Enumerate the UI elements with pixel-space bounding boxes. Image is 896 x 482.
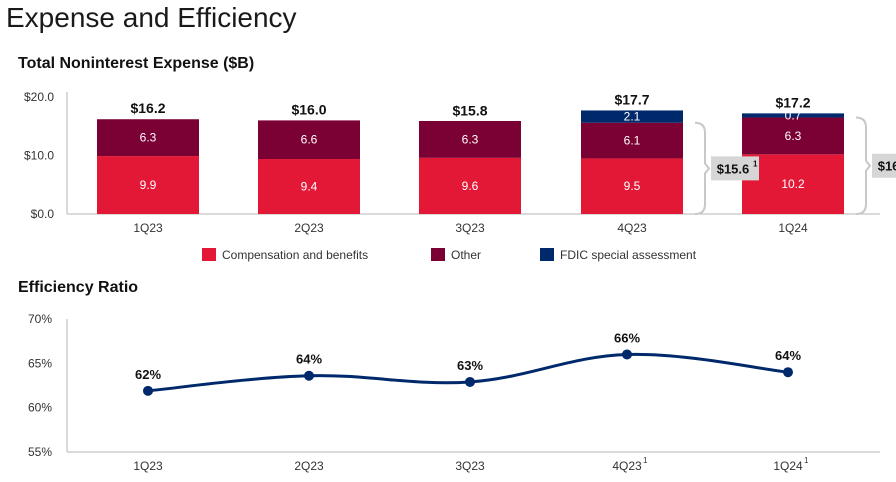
y-tick-label: $10.0 bbox=[24, 149, 54, 163]
bar-segment bbox=[419, 157, 521, 214]
bar-value-label: 6.3 bbox=[785, 129, 802, 143]
x-tick-label: 3Q23 bbox=[455, 221, 485, 235]
bar-total-label: $16.0 bbox=[291, 101, 326, 117]
efficiency-point bbox=[465, 376, 475, 387]
x-tick-label: 1Q23 bbox=[133, 459, 163, 473]
bar-segment bbox=[258, 159, 360, 214]
noninterest-expense-chart: $20.0 $10.0 $0.0 9.9 6.3 $16.2 1Q23 9.4 6.6 $16.0… bbox=[24, 90, 896, 262]
bar-value-label: 9.4 bbox=[301, 180, 318, 194]
x-tick-label: 1Q24 bbox=[773, 459, 803, 473]
bar-value-label: 6.3 bbox=[140, 131, 157, 145]
legend-swatch bbox=[202, 248, 216, 261]
efficiency-value-label: 62% bbox=[135, 367, 161, 382]
bracket-callout-box bbox=[711, 156, 759, 181]
efficiency-point bbox=[622, 349, 632, 360]
bar-segment bbox=[581, 122, 683, 159]
bracket-line bbox=[855, 116, 872, 215]
bar-segment bbox=[742, 113, 844, 118]
y-tick-label: 60% bbox=[28, 401, 52, 415]
bar-value-label: 2.1 bbox=[624, 110, 641, 124]
expense-chart-title: Total Noninterest Expense ($B) bbox=[18, 55, 255, 72]
bar-total-label: $17.2 bbox=[775, 94, 810, 110]
bar-value-label: 9.6 bbox=[462, 179, 479, 193]
page-title: Expense and Efficiency bbox=[6, 2, 297, 33]
bar-value-label: 0.7 bbox=[785, 108, 802, 122]
efficiency-chart-title: Efficiency Ratio bbox=[18, 279, 139, 296]
x-tick-label: 2Q23 bbox=[294, 221, 324, 235]
bar-value-label: 10.2 bbox=[781, 177, 805, 191]
bar-segment bbox=[742, 117, 844, 155]
x-tick-footnote-marker: 1 bbox=[804, 456, 809, 465]
bar-value-label: 6.3 bbox=[462, 132, 479, 146]
bar-total-label: $16.2 bbox=[130, 100, 165, 116]
bracket-callout-label: $16.5 bbox=[878, 159, 896, 174]
x-tick-label: 2Q23 bbox=[294, 459, 324, 473]
y-tick-label: $20.0 bbox=[24, 90, 54, 104]
efficiency-point bbox=[143, 385, 153, 396]
y-tick-label: 55% bbox=[28, 445, 52, 459]
efficiency-value-label: 64% bbox=[775, 348, 801, 363]
efficiency-point bbox=[783, 367, 793, 378]
x-tick-label: 1Q23 bbox=[133, 221, 163, 235]
bar-segment bbox=[258, 120, 360, 160]
bar-value-label: 6.1 bbox=[624, 134, 641, 148]
bar-segment bbox=[97, 156, 199, 214]
x-tick-footnote-marker: 1 bbox=[643, 456, 648, 465]
y-tick-label: $0.0 bbox=[31, 207, 55, 221]
y-tick-label: 65% bbox=[28, 356, 52, 370]
efficiency-point bbox=[304, 370, 314, 381]
bar-total-label: $15.8 bbox=[452, 103, 487, 119]
efficiency-value-label: 64% bbox=[296, 352, 322, 367]
legend-label: FDIC special assessment bbox=[560, 248, 697, 262]
y-tick-label: 70% bbox=[28, 312, 52, 326]
efficiency-ratio-chart: 70% 65% 60% 55% 62% 64% 63% 66% 64% 1Q23 2Q23 3Q23 4… bbox=[28, 312, 880, 473]
legend-swatch bbox=[431, 248, 445, 261]
bar-total-label: $17.7 bbox=[614, 91, 649, 107]
bar-segment bbox=[581, 110, 683, 123]
bar-value-label: 6.6 bbox=[301, 133, 318, 147]
bar-segment bbox=[97, 119, 199, 157]
x-tick-label: 3Q23 bbox=[455, 459, 485, 473]
x-tick-label: 4Q23 bbox=[612, 459, 642, 473]
bracket-line bbox=[694, 121, 711, 215]
bracket-footnote-marker: 1 bbox=[753, 159, 758, 168]
x-tick-label: 4Q23 bbox=[617, 221, 647, 235]
bracket-callout-box bbox=[872, 153, 896, 178]
legend-swatch bbox=[540, 248, 554, 261]
bar-value-label: 9.9 bbox=[140, 178, 157, 192]
x-tick-label: 1Q24 bbox=[778, 221, 808, 235]
bar-segment bbox=[419, 120, 521, 158]
legend-label: Compensation and benefits bbox=[222, 248, 368, 262]
efficiency-value-label: 66% bbox=[614, 330, 640, 345]
bar-value-label: 9.5 bbox=[624, 179, 641, 193]
bracket-callout-label: $15.6 bbox=[717, 161, 750, 176]
efficiency-value-label: 63% bbox=[457, 358, 483, 373]
legend-label: Other bbox=[451, 248, 481, 262]
bar-segment bbox=[581, 158, 683, 214]
